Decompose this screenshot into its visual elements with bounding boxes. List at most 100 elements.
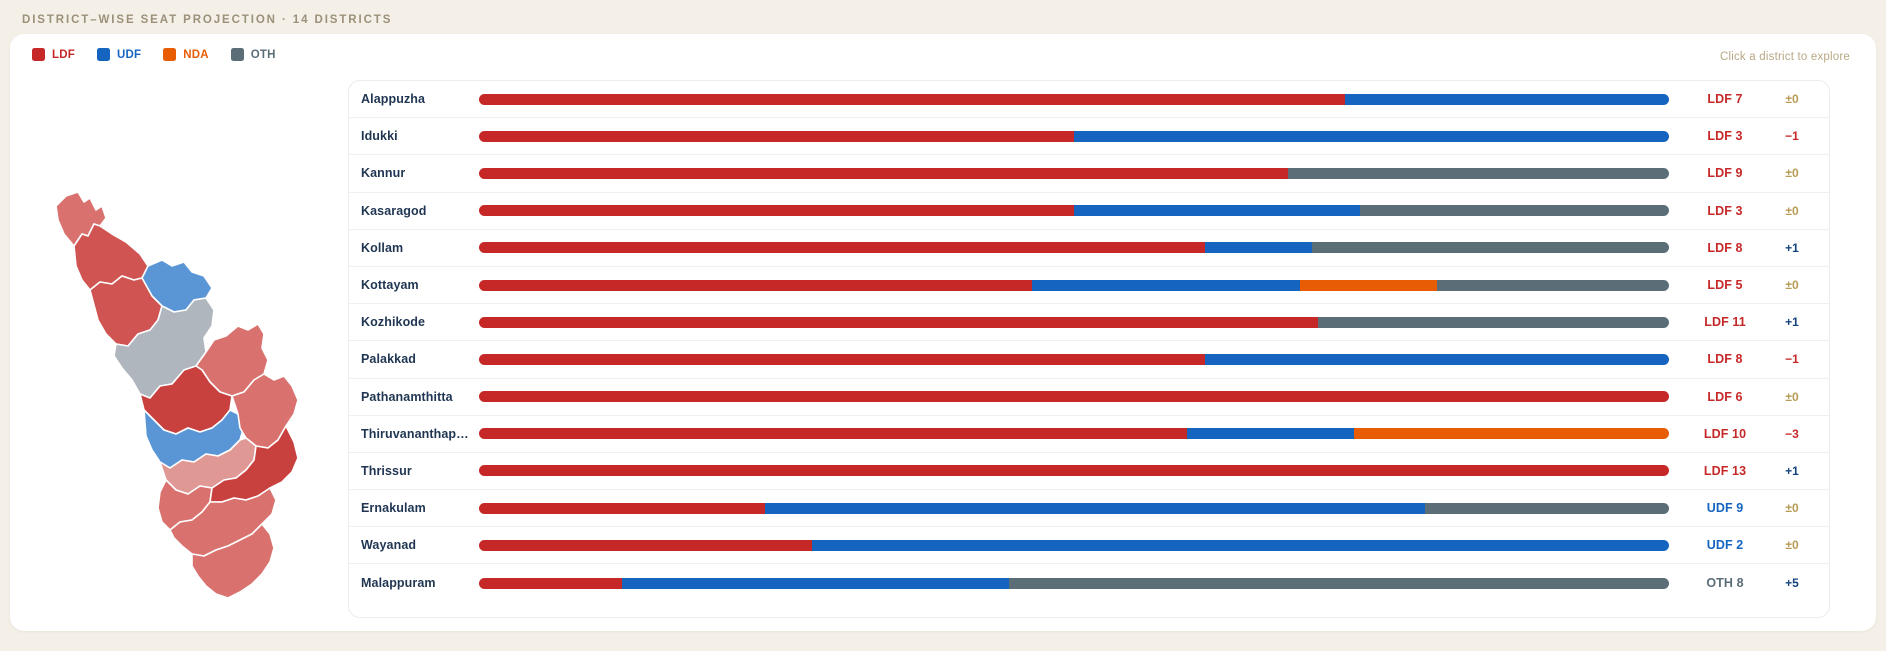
seat-count-label: LDF 11 [1704, 315, 1746, 330]
legend-item-oth[interactable]: OTH [230, 48, 276, 61]
seat-delta-badge: +1 [1785, 240, 1799, 255]
legend: LDF UDF NDA OTH [32, 48, 276, 61]
legend-swatch-oth-icon [230, 48, 244, 61]
seat-delta-badge: ±0 [1785, 92, 1799, 107]
district-row-kollam[interactable]: Kollam LDF 8 +1 [349, 230, 1829, 267]
bar-segment-udf [1345, 93, 1669, 105]
seat-share-bar [479, 428, 1669, 440]
legend-label: NDA [183, 48, 209, 61]
bar-segment-udf [812, 539, 1669, 551]
district-row-wayanad[interactable]: Wayanad UDF 2 ±0 [349, 527, 1829, 565]
bar-segment-udf [1204, 242, 1312, 254]
bar-segment-udf [1187, 428, 1354, 440]
bar-segment-ldf [479, 130, 1074, 142]
seat-count-label: LDF 6 [1707, 389, 1743, 404]
explore-hint: Click a district to explore [1719, 51, 1850, 63]
district-name: Ernakulam [361, 501, 426, 516]
district-name: Palakkad [361, 352, 417, 367]
seat-share-bar [479, 130, 1669, 142]
district-row-malappuram[interactable]: Malappuram OTH 8 +5 [349, 564, 1829, 601]
seat-count-label: LDF 9 [1707, 166, 1743, 181]
district-row-pathanamthitta[interactable]: Pathanamthitta LDF 6 ±0 [349, 379, 1829, 416]
page-header: DISTRICT–WISE SEAT PROJECTION · 14 DISTR… [0, 0, 1886, 36]
seat-delta-badge: +5 [1785, 576, 1799, 591]
district-name: Idukki [361, 129, 398, 144]
district-name: Alappuzha [361, 92, 426, 107]
seat-delta-badge: ±0 [1785, 538, 1799, 553]
bar-segment-oth [1311, 242, 1669, 254]
bar-segment-udf [1074, 130, 1669, 142]
map-district-idukki[interactable] [231, 373, 299, 449]
seat-count-label: LDF 3 [1707, 129, 1743, 144]
legend-label: OTH [250, 48, 276, 61]
seat-share-bar [479, 316, 1669, 328]
bar-segment-ldf [479, 577, 622, 589]
seat-count-label: LDF 3 [1707, 203, 1743, 218]
seat-count-label: LDF 10 [1703, 426, 1747, 441]
bar-segment-oth [1288, 167, 1669, 179]
bar-segment-ldf [479, 316, 1318, 328]
seat-share-bar [479, 502, 1669, 514]
seat-share-bar [479, 465, 1669, 477]
seat-delta-badge: +1 [1785, 315, 1799, 330]
seat-delta-badge: ±0 [1785, 278, 1799, 293]
kerala-map-svg[interactable] [16, 84, 346, 624]
bar-segment-udf [1032, 279, 1301, 291]
bar-segment-ldf [479, 428, 1188, 440]
bar-segment-ldf [479, 539, 813, 551]
seat-share-bar [479, 577, 1669, 589]
legend-label: UDF [116, 48, 142, 61]
seat-count-label: OTH 8 [1706, 576, 1744, 591]
map-district-thiruvananthapuram[interactable] [191, 523, 275, 599]
seat-share-bar [479, 167, 1669, 179]
bar-segment-udf [621, 577, 1009, 589]
legend-item-ldf[interactable]: LDF [32, 48, 75, 61]
seat-count-label: UDF 2 [1706, 538, 1744, 553]
seat-count-label: LDF 7 [1707, 92, 1743, 107]
legend-swatch-udf-icon [96, 48, 110, 61]
legend-swatch-ldf-icon [32, 48, 45, 61]
bar-segment-ldf [479, 93, 1346, 105]
seat-share-bar [479, 242, 1669, 254]
seat-delta-badge: −3 [1785, 426, 1799, 441]
bar-segment-ldf [479, 391, 1669, 403]
district-row-kottayam[interactable]: Kottayam LDF 5 ±0 [349, 267, 1829, 305]
legend-swatch-nda-icon [163, 48, 177, 61]
district-name: Thiruvananthap… [361, 426, 469, 441]
seat-delta-badge: ±0 [1785, 166, 1799, 181]
seat-share-bar [479, 205, 1669, 217]
seat-count-label: UDF 9 [1706, 501, 1744, 516]
legend-label: LDF [52, 48, 75, 61]
district-row-kozhikode[interactable]: Kozhikode LDF 11 +1 [349, 304, 1829, 342]
district-row-idukki[interactable]: Idukki LDF 3 −1 [349, 118, 1829, 156]
card-body: Alappuzha LDF 7 ±0 Idukki LDF 3 −1 Kannur LDF 9… [10, 76, 1876, 631]
bar-segment-oth [1008, 577, 1669, 589]
seat-share-bar [479, 391, 1669, 403]
district-row-palakkad[interactable]: Palakkad LDF 8 −1 [349, 341, 1829, 379]
district-row-thiruvananthapuram[interactable]: Thiruvananthap… LDF 10 −3 [349, 416, 1829, 453]
bar-segment-oth [1436, 279, 1669, 291]
district-name: Kollam [361, 240, 404, 255]
legend-item-udf[interactable]: UDF [96, 48, 142, 61]
district-name: Kannur [361, 166, 406, 181]
district-row-thrissur[interactable]: Thrissur LDF 13 +1 [349, 453, 1829, 491]
bar-segment-ldf [479, 465, 1669, 477]
district-row-ernakulam[interactable]: Ernakulam UDF 9 ±0 [349, 490, 1829, 528]
district-name: Kozhikode [361, 315, 426, 330]
seat-delta-badge: −1 [1785, 352, 1799, 367]
bar-segment-nda [1353, 428, 1669, 440]
district-row-alappuzha[interactable]: Alappuzha LDF 7 ±0 [349, 81, 1829, 119]
seat-share-bar [479, 279, 1669, 291]
kerala-map[interactable] [16, 84, 346, 624]
seat-share-bar [479, 93, 1669, 105]
district-name: Thrissur [361, 463, 412, 478]
district-rows: Alappuzha LDF 7 ±0 Idukki LDF 3 −1 Kannur LDF 9… [348, 80, 1830, 618]
card-header: LDF UDF NDA OTH Click a district to explore [10, 34, 1876, 76]
district-row-kannur[interactable]: Kannur LDF 9 ±0 [349, 155, 1829, 193]
bar-segment-oth [1425, 502, 1669, 514]
bar-segment-udf [1074, 205, 1360, 217]
district-row-kasaragod[interactable]: Kasaragod LDF 3 ±0 [349, 193, 1829, 230]
bar-segment-udf [764, 502, 1426, 514]
map-district-malappuram[interactable] [113, 297, 215, 399]
legend-item-nda[interactable]: NDA [163, 48, 209, 61]
